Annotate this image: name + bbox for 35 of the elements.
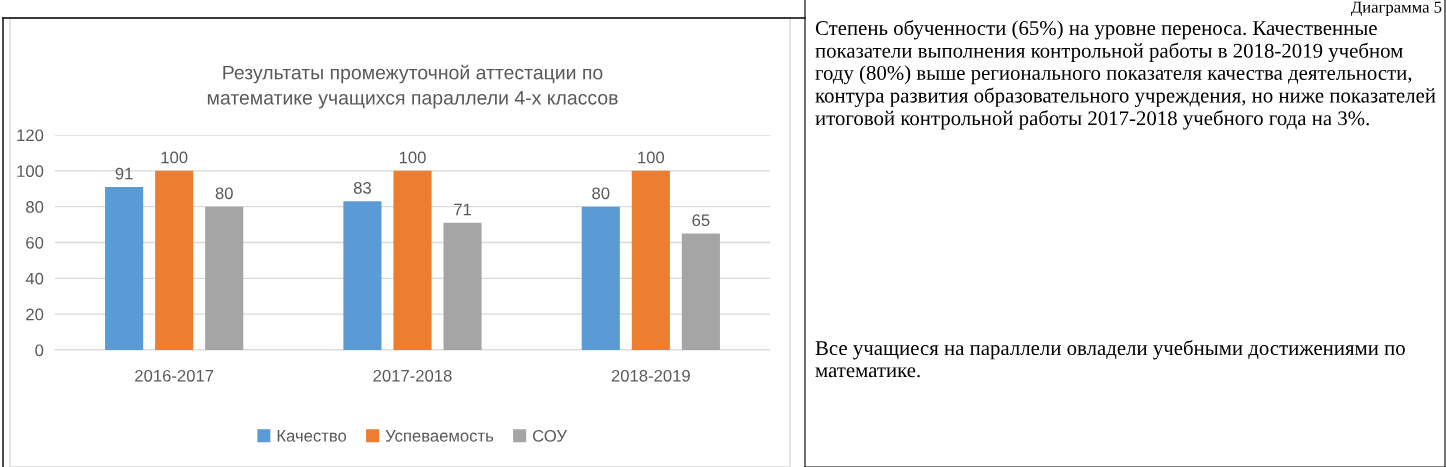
y-tick-label: 80 [26, 201, 44, 213]
bar [393, 170, 432, 350]
bar [205, 206, 244, 350]
legend-label: Качество [277, 430, 347, 442]
bar [105, 186, 144, 350]
data-label: 100 [638, 151, 665, 164]
y-tick-label: 0 [35, 344, 44, 357]
data-label: 71 [454, 203, 472, 216]
y-tick-label: 100 [17, 165, 44, 178]
bar [443, 222, 482, 350]
legend-label: СОУ [532, 429, 568, 442]
data-label: 91 [115, 167, 133, 180]
x-tick-label: 2018-2019 [611, 369, 690, 382]
y-tick-label: 120 [17, 129, 44, 142]
text: Степень обученности (65%) на уровне переноса. Качественные показатели выполнения контрольной работы в 2018-2019 учебном году (80%) выше регионального показателя качества деятельности, контура развития образовательного учреждения, но ниже показателей итоговой контрольной работы 2017-2018 учебного года на 3%. [815, 20, 1436, 130]
data-label: 100 [161, 151, 188, 164]
text: Все учащиеся на параллели овладели учебными достижениями по математике. [815, 340, 1405, 378]
data-label: 100 [399, 151, 426, 164]
chart-title: Результаты промежуточной аттестации по математике учащихся параллели 4-х классов [207, 64, 618, 109]
bar [343, 201, 382, 350]
bar [681, 233, 720, 350]
bar [631, 170, 670, 350]
x-tick-label: 2016-2017 [135, 369, 214, 382]
data-label: 65 [692, 214, 710, 227]
data-label: 80 [592, 187, 610, 200]
data-label: 83 [353, 182, 371, 194]
text: Диаграмма 5 [1350, 1, 1442, 17]
x-tick-label: 2017-2018 [373, 369, 452, 382]
legend-label: Успеваемость [385, 430, 494, 442]
data-label: 80 [215, 187, 233, 200]
bar [581, 206, 620, 350]
bar [155, 170, 194, 350]
y-tick-label: 20 [26, 308, 44, 321]
y-tick-label: 40 [25, 272, 44, 285]
y-tick-label: 60 [26, 236, 44, 249]
